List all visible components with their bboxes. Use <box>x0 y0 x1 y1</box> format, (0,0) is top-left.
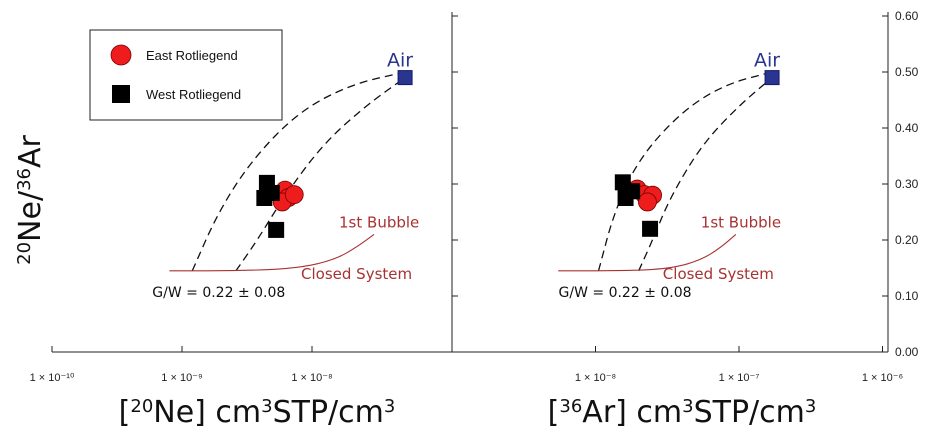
mixing-curve-dashed <box>597 71 773 271</box>
mixing-curve-dashed <box>638 77 773 272</box>
y-tick-label: 0.50 <box>895 65 919 79</box>
y-axis-title-part: Ar <box>13 134 48 168</box>
gw-ratio-label: G/W = 0.22 ± 0.08 <box>152 285 285 301</box>
data-point-east-rotliegend <box>638 192 657 212</box>
legend-label: West Rotliegend <box>146 87 241 102</box>
legend-marker-east-rotliegend <box>110 44 132 66</box>
first-bubble-label: 1st Bubble <box>701 213 781 231</box>
air-label: Air <box>754 50 780 72</box>
y-axis-title-part: 36 <box>14 168 35 191</box>
y-tick-label: 0.40 <box>895 121 919 135</box>
mixing-curve-dashed <box>191 71 406 272</box>
legend: East Rotliegend West Rotliegend <box>89 29 283 121</box>
data-point-west-rotliegend <box>624 183 641 200</box>
x-axis-title-part: [ <box>548 395 560 430</box>
x-axis-title-part: STP/cm <box>694 395 805 430</box>
x-axis-title-part: Ne] cm <box>153 395 261 430</box>
x-tick-label: 1 × 10⁻⁸ <box>575 372 616 384</box>
y-axis-title-part: Ne/ <box>13 190 48 242</box>
data-point-air <box>764 70 780 86</box>
x-axis-title-part: 3 <box>805 396 816 417</box>
x-axis-title: [36Ar] cm3STP/cm3 <box>548 395 817 430</box>
x-axis-title-part: 36 <box>559 396 582 417</box>
closed-system-label: Closed System <box>663 265 774 283</box>
x-axis-title-part: 3 <box>682 396 693 417</box>
legend-box <box>89 29 283 121</box>
x-tick-label: 1 × 10⁻⁸ <box>291 372 332 384</box>
y-axis-title: 20Ne/36Ar <box>13 134 48 264</box>
data-point-air <box>397 70 413 86</box>
legend-marker-west-rotliegend <box>112 85 130 103</box>
closed-system-curve <box>169 233 375 272</box>
data-point-west-rotliegend <box>642 220 659 237</box>
y-axis-title-part: 20 <box>14 242 35 265</box>
closed-system-label: Closed System <box>301 265 412 283</box>
data-point-west-rotliegend <box>268 221 285 238</box>
y-tick-label: 0.20 <box>895 233 919 247</box>
y-tick-label: 0.00 <box>895 345 919 359</box>
x-axis-title-part: Ar] cm <box>582 395 682 430</box>
x-tick-label: 1 × 10⁻⁶ <box>862 372 903 384</box>
x-tick-label: 1 × 10⁻⁷ <box>719 372 760 384</box>
y-tick-label: 0.10 <box>895 289 919 303</box>
x-tick-label: 1 × 10⁻⁹ <box>161 372 202 384</box>
chart-panel-ar36: 1 × 10⁻⁸ 1 × 10⁻⁷ 1 × 10⁻⁶[36Ar] cm3STP/cm… <box>451 9 919 430</box>
data-point-east-rotliegend <box>284 185 304 205</box>
closed-system-curve <box>558 233 737 272</box>
x-axis-title: [20Ne] cm3STP/cm3 <box>119 395 396 430</box>
chart-panel-ne20: 1 × 10⁻¹⁰ 1 × 10⁻⁹ 1 × 10⁻⁸[20Ne] cm3STP/c… <box>13 50 452 430</box>
data-point-west-rotliegend <box>263 184 280 201</box>
x-axis-title-part: STP/cm <box>273 395 384 430</box>
x-axis-title-part: 3 <box>384 396 395 417</box>
x-axis-title-part: [ <box>119 395 131 430</box>
x-tick-label: 1 × 10⁻¹⁰ <box>30 372 75 384</box>
air-label: Air <box>387 50 413 72</box>
first-bubble-label: 1st Bubble <box>339 213 419 231</box>
legend-label: East Rotliegend <box>146 48 238 63</box>
x-axis-title-part: 20 <box>130 396 153 417</box>
y-tick-label: 0.60 <box>895 9 919 23</box>
x-axis-title-part: 3 <box>261 396 272 417</box>
gw-ratio-label: G/W = 0.22 ± 0.08 <box>559 285 692 301</box>
y-tick-label: 0.30 <box>895 177 919 191</box>
